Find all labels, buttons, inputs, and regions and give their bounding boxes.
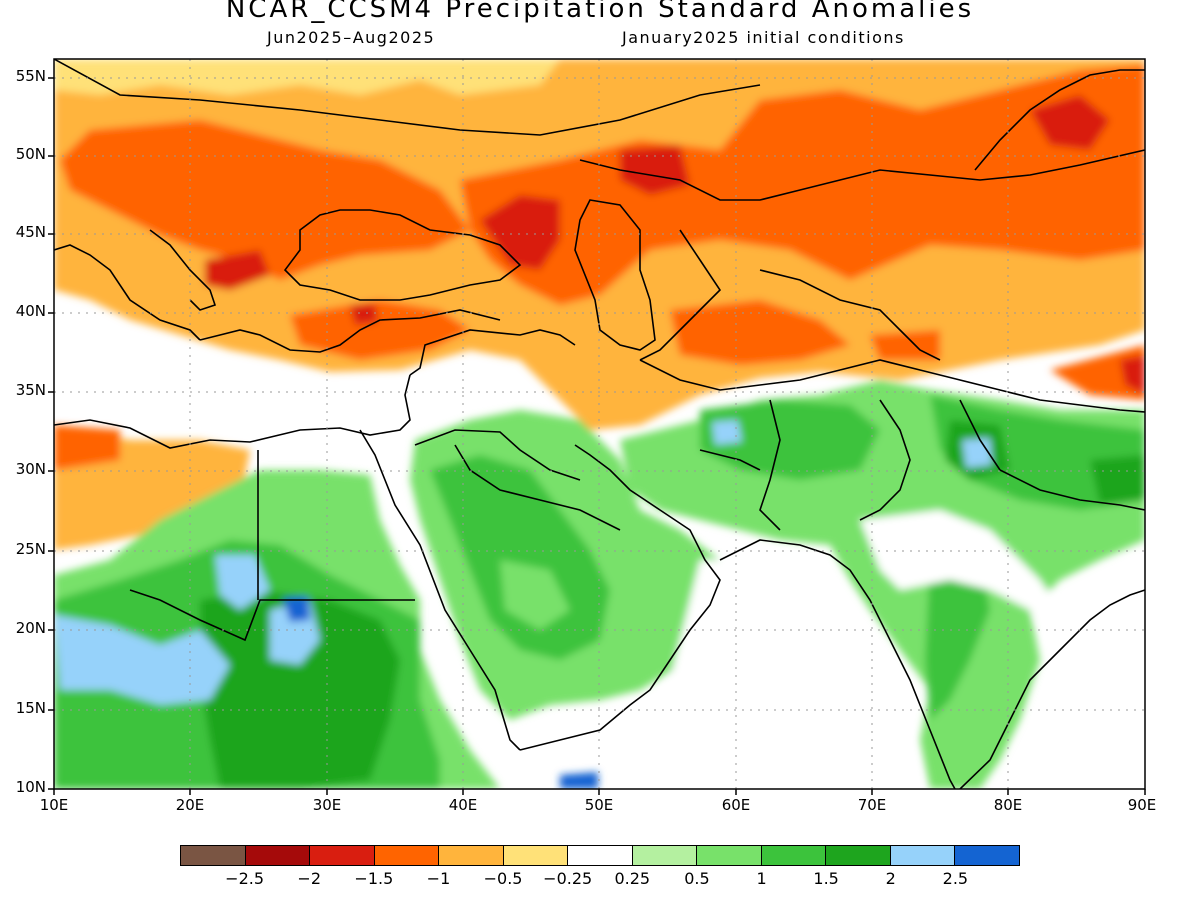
lon-label-90e: 90E: [1127, 796, 1157, 814]
lon-label-30e: 30E: [312, 796, 342, 814]
lat-label-25n: 25N: [15, 540, 46, 558]
colorbar-swatch: [697, 846, 762, 865]
colorbar-label: −0.25: [543, 869, 593, 888]
colorbar-label: 2.5: [942, 869, 969, 888]
initial-conditions: January2025 initial conditions: [622, 28, 905, 47]
colorbar-label: −1: [426, 869, 451, 888]
lon-label-40e: 40E: [448, 796, 478, 814]
colorbar-swatch: [632, 846, 698, 865]
lat-label-55n: 55N: [15, 67, 46, 85]
lat-label-45n: 45N: [15, 223, 46, 241]
coastlines: [54, 59, 1145, 789]
lat-label-10n: 10N: [15, 778, 46, 796]
colorbar-swatch: [439, 846, 504, 865]
map-title: NCAR_CCSM4 Precipitation Standard Anomal…: [225, 0, 975, 24]
colorbar-swatch: [374, 846, 440, 865]
colorbar-label: −1.5: [354, 869, 394, 888]
lat-label-40n: 40N: [15, 302, 46, 320]
lat-label-20n: 20N: [15, 619, 46, 637]
lon-label-20e: 20E: [175, 796, 205, 814]
colorbar: [180, 845, 1020, 866]
lat-label-30n: 30N: [15, 460, 46, 478]
colorbar-swatch: [890, 846, 956, 865]
forecast-period: Jun2025–Aug2025: [267, 28, 436, 47]
colorbar-label: 2: [885, 869, 896, 888]
lon-label-70e: 70E: [857, 796, 887, 814]
colorbar-swatch: [245, 846, 311, 865]
lon-label-50e: 50E: [584, 796, 614, 814]
colorbar-label: 0.25: [614, 869, 651, 888]
lon-label-80e: 80E: [993, 796, 1023, 814]
colorbar-label: 0.5: [684, 869, 710, 888]
colorbar-label: −2: [297, 869, 322, 888]
colorbar-label: −2.5: [225, 869, 265, 888]
lon-label-10e: 10E: [39, 796, 69, 814]
colorbar-swatch: [761, 846, 827, 865]
colorbar-swatch: [568, 846, 633, 865]
colorbar-swatch: [503, 846, 569, 865]
anomaly-fill: [54, 59, 1145, 789]
map-frame: [48, 58, 1146, 795]
colorbar-label: 1.5: [813, 869, 839, 888]
lat-label-50n: 50N: [15, 145, 46, 163]
lat-label-15n: 15N: [15, 699, 46, 717]
colorbar-swatch: [955, 846, 1019, 865]
colorbar-label: 1: [756, 869, 767, 888]
colorbar-swatch: [310, 846, 375, 865]
colorbar-label: −0.5: [483, 869, 523, 888]
lon-label-60e: 60E: [721, 796, 751, 814]
colorbar-swatch: [826, 846, 891, 865]
graticule: [54, 59, 1145, 789]
lat-label-35n: 35N: [15, 381, 46, 399]
colorbar-swatch: [181, 846, 246, 865]
